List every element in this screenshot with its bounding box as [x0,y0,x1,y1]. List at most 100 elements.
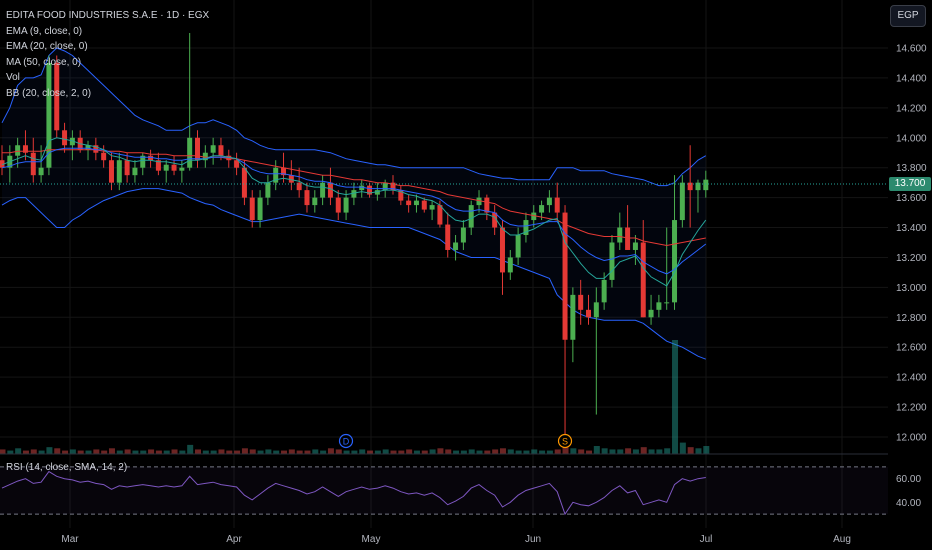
candle [586,294,591,325]
candle [398,185,404,206]
legend-ema9[interactable]: EMA (9, close, 0) [6,25,83,37]
bb-upper-line [1,47,707,187]
candle [93,137,99,161]
volume-bar [187,444,194,454]
volume-bar [367,450,374,454]
candle-body [155,160,161,171]
volume-bar [656,449,663,454]
volume-bar [234,450,241,454]
candle [296,167,302,198]
volume-bar [210,450,217,454]
volume-bar [468,449,475,454]
candle-body [367,185,373,195]
rsi-legend[interactable]: RSI (14, close, SMA, 14, 2) [6,462,128,473]
candle-body [241,167,247,198]
candle [367,182,373,198]
legend-ma50[interactable]: MA (50, close, 0) [6,56,82,68]
candle-body [46,62,52,168]
candle-body [202,152,208,161]
candle-body [249,197,255,221]
candle [460,220,466,250]
candle-body [187,137,193,168]
candle-body [445,224,451,250]
candle-body [210,145,216,153]
candle-body [335,197,341,213]
candle-body [343,197,349,213]
volume-bar [0,449,6,454]
volume-bar [507,449,514,454]
volume-bar [171,449,178,454]
candle [429,200,435,221]
volume-bar [281,450,288,454]
candle [664,227,670,310]
candle [171,155,177,176]
ema9-line [1,137,707,287]
candle-body [140,155,146,168]
legend-vol[interactable]: Vol [6,72,20,83]
candle-body [695,182,701,191]
currency-button[interactable]: EGP [890,5,926,27]
candle [617,212,623,250]
candle [179,160,185,183]
volume-bar [155,450,162,454]
candle [304,182,310,213]
candle [562,205,568,437]
volume-bar [93,449,100,454]
candle-body [453,242,459,250]
candle-body [609,242,615,280]
volume-bar [179,450,186,454]
candle [195,130,200,168]
legend-bb[interactable]: BB (20, close, 2, 0) [6,87,92,99]
volume-bar [437,448,444,454]
time-tick-label: Jun [525,534,541,545]
candle [148,149,154,168]
volume-bar [546,450,553,454]
grid [0,0,888,528]
volume-bar [22,450,29,454]
candle [507,249,513,280]
candle-body [30,152,36,176]
candle-body [38,167,44,176]
candle [531,205,537,228]
event-marker-d[interactable]: D [338,433,354,449]
volume-bar [304,450,311,454]
volume-bar [195,449,201,454]
candle [116,152,122,191]
candle-body [195,137,200,161]
candle-body [586,309,591,318]
candle-body [515,235,521,258]
candle [695,179,701,213]
candle [163,160,169,183]
volume-bar [46,447,53,454]
candle-body [578,294,584,310]
candle-body [499,227,505,273]
volume-bar [359,449,366,454]
candle [445,212,451,258]
candle-body [171,164,177,171]
candle-body [257,197,263,221]
candle-body [406,200,412,206]
candle [234,152,240,176]
candle [421,197,427,213]
candle [343,190,349,221]
candle-body [281,167,287,176]
candle-body [476,197,482,206]
time-tick-label: May [362,534,381,545]
volume-bar [77,450,84,454]
candle-body [304,190,310,206]
event-marker-s[interactable]: S [557,433,573,449]
rsi-pane [0,466,888,516]
indicator-legend: EDITA FOOD INDUSTRIES S.A.E · 1D · EGX E… [6,8,209,101]
volume-bar [38,450,45,454]
candle-body [163,164,169,171]
volume-bar [85,450,92,454]
legend-ema20[interactable]: EMA (20, close, 0) [6,41,88,52]
price-tick-label: 12.000 [896,433,927,444]
candle-body [116,160,122,183]
candle [359,179,365,198]
volume-bar [554,449,561,454]
volume-bar [398,450,405,454]
candle-body [429,205,435,210]
volume-bar [648,449,655,454]
